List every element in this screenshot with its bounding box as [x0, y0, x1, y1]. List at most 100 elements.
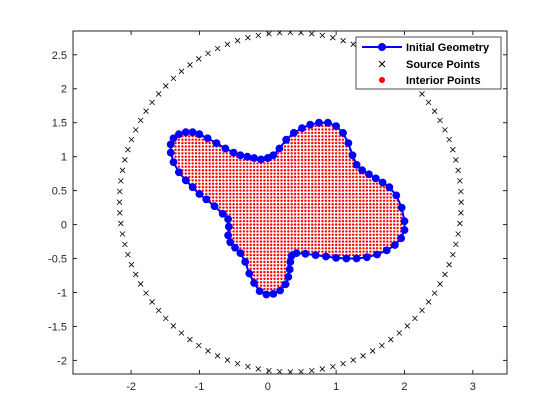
interior-point	[297, 243, 300, 247]
interior-point	[208, 186, 211, 189]
interior-point	[321, 250, 324, 253]
interior-point	[290, 240, 293, 243]
interior-point	[276, 203, 280, 206]
interior-point	[307, 138, 310, 141]
interior-point	[317, 213, 321, 216]
interior-point	[211, 165, 215, 168]
interior-point	[208, 152, 211, 155]
interior-point	[396, 230, 399, 233]
interior-point	[201, 179, 205, 182]
interior-point	[276, 281, 280, 284]
interior-point	[276, 209, 280, 213]
interior-point	[341, 189, 345, 192]
interior-point	[375, 220, 379, 223]
interior-point	[393, 223, 396, 226]
interior-point	[191, 179, 194, 182]
source-point	[450, 251, 456, 258]
interior-point	[225, 192, 228, 196]
interior-point	[184, 172, 187, 175]
interior-point	[328, 192, 331, 196]
interior-point	[252, 226, 256, 230]
interior-point	[276, 179, 280, 182]
interior-point	[304, 135, 307, 138]
interior-point	[211, 169, 215, 172]
interior-point	[263, 175, 266, 179]
interior-point	[256, 199, 259, 202]
interior-point	[321, 189, 324, 192]
interior-point	[246, 206, 249, 209]
interior-point	[362, 182, 365, 185]
interior-point	[287, 230, 290, 233]
y-tick-label: 0	[61, 220, 67, 232]
interior-point	[229, 189, 232, 192]
initial-geometry-point	[285, 265, 294, 274]
interior-point	[201, 186, 205, 189]
interior-point	[345, 223, 348, 226]
initial-geometry-point	[371, 174, 380, 183]
interior-point	[300, 220, 304, 223]
interior-point	[352, 182, 355, 185]
interior-point	[239, 209, 242, 213]
interior-point	[259, 169, 263, 172]
interior-point	[311, 199, 314, 202]
interior-point	[252, 182, 256, 185]
interior-point	[287, 250, 290, 253]
interior-point	[321, 213, 324, 216]
interior-point	[304, 145, 307, 148]
interior-point	[382, 240, 386, 243]
interior-point	[311, 152, 314, 155]
interior-point	[317, 223, 321, 226]
interior-point	[205, 148, 208, 152]
interior-point	[348, 253, 351, 257]
interior-point	[331, 196, 334, 199]
interior-point	[273, 260, 276, 264]
interior-point	[314, 213, 317, 216]
interior-point	[256, 237, 259, 240]
interior-point	[205, 179, 208, 182]
initial-geometry-point	[263, 154, 272, 162]
interior-point	[225, 182, 228, 185]
interior-point	[328, 138, 331, 141]
interior-point	[276, 253, 280, 257]
interior-point	[256, 206, 259, 209]
interior-point	[317, 175, 321, 179]
interior-point	[345, 203, 348, 206]
interior-point	[256, 274, 259, 277]
interior-point	[317, 179, 321, 182]
interior-point	[273, 253, 276, 257]
interior-point	[201, 148, 205, 152]
initial-geometry-point	[286, 257, 295, 266]
interior-point	[283, 182, 287, 185]
interior-point	[256, 267, 259, 270]
interior-point	[369, 196, 372, 199]
interior-point	[331, 138, 334, 141]
interior-point	[198, 175, 201, 179]
initial-geometry-point	[362, 253, 371, 262]
interior-point	[314, 226, 317, 230]
interior-point	[293, 192, 297, 196]
initial-geometry-point	[281, 280, 290, 289]
interior-point	[334, 223, 338, 226]
interior-point	[362, 199, 365, 202]
source-point	[425, 299, 432, 305]
initial-geometry-point	[282, 135, 291, 144]
interior-point	[181, 138, 184, 141]
interior-point	[338, 152, 341, 155]
interior-point	[252, 247, 256, 250]
interior-point	[334, 226, 338, 230]
interior-point	[276, 186, 280, 189]
interior-point	[355, 175, 358, 179]
interior-point	[188, 148, 191, 152]
interior-point	[358, 182, 362, 185]
interior-point	[242, 172, 246, 175]
interior-point	[273, 240, 276, 243]
interior-point	[201, 145, 205, 148]
interior-point	[225, 179, 228, 182]
interior-point	[287, 223, 290, 226]
interior-point	[211, 196, 215, 199]
interior-point	[314, 145, 317, 148]
interior-point	[304, 196, 307, 199]
interior-point	[239, 165, 242, 168]
interior-point	[266, 189, 269, 192]
interior-point	[273, 277, 276, 281]
